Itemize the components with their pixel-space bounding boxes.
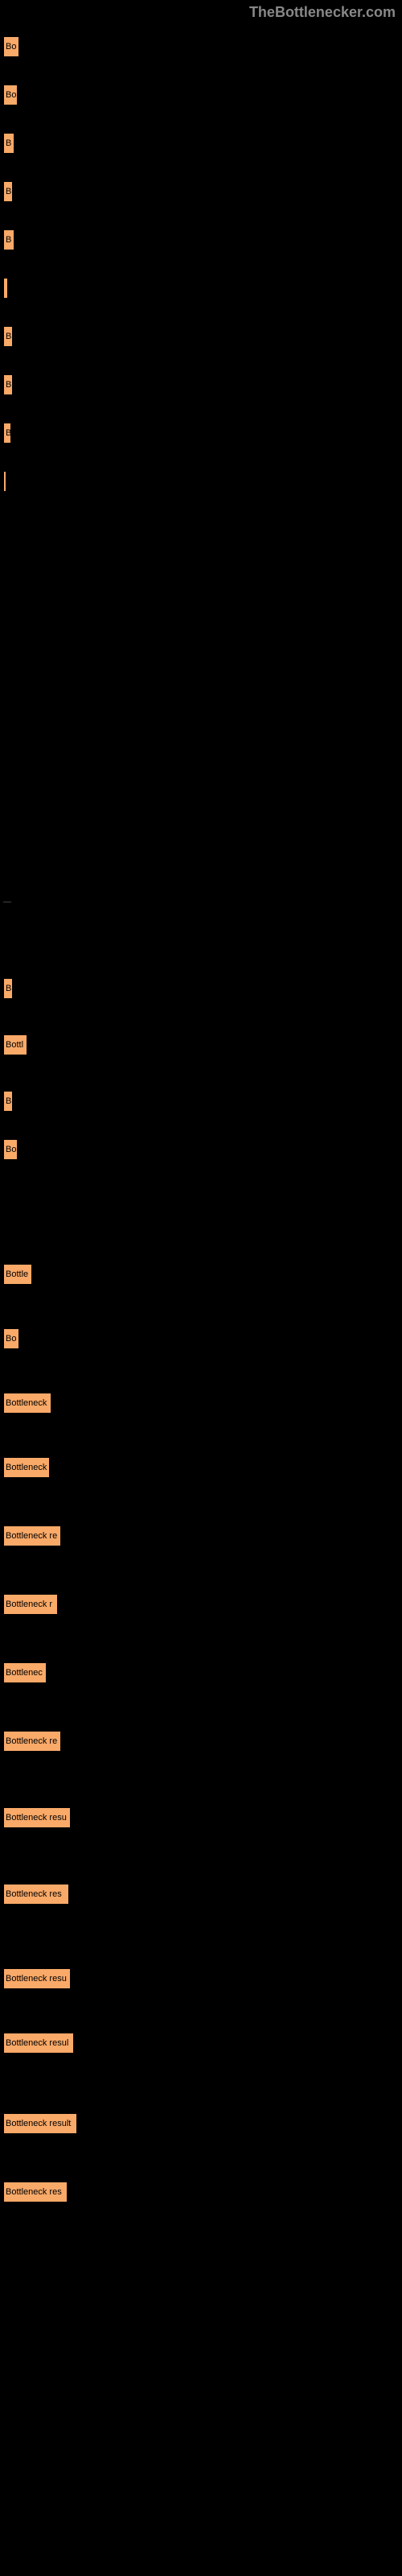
- bar: Bottlenec: [3, 1662, 47, 1683]
- bar: B: [3, 229, 14, 250]
- bar: B: [3, 133, 14, 154]
- bar-row: Bo: [3, 1139, 18, 1160]
- bar-row: Bottleneck: [3, 1457, 50, 1478]
- bar-row: B: [3, 229, 14, 250]
- bar: Bottl: [3, 1034, 27, 1055]
- bar-row: B: [3, 133, 14, 154]
- bar: Bo: [3, 1328, 19, 1349]
- watermark-text: TheBottlenecker.com: [249, 4, 396, 21]
- bar-row: Bottle: [3, 1264, 32, 1285]
- bar: Bottleneck resul: [3, 2033, 74, 2054]
- bar-row: B: [3, 978, 13, 999]
- bar-row: Bo: [3, 1328, 19, 1349]
- bar: Bottleneck resu: [3, 1968, 71, 1989]
- bar: [3, 278, 8, 299]
- bar-row: Bottleneck result: [3, 2113, 77, 2134]
- bar: Bo: [3, 36, 19, 57]
- bar-row: B: [3, 326, 13, 347]
- bar: B: [3, 374, 13, 395]
- bar-row: Bottleneck re: [3, 1731, 61, 1752]
- bar-row: B: [3, 1091, 13, 1112]
- bar-row: Bottleneck resu: [3, 1968, 71, 1989]
- bar-row: B: [3, 181, 13, 202]
- bar: Bottleneck re: [3, 1525, 61, 1546]
- bar: Bottleneck res: [3, 1884, 69, 1905]
- bar-row: Bottlenec: [3, 1662, 47, 1683]
- bar: Bo: [3, 1139, 18, 1160]
- bar: [3, 471, 6, 492]
- bar: Bottleneck resu: [3, 1807, 71, 1828]
- bar-row: Bottleneck resu: [3, 1807, 71, 1828]
- bar: Bottleneck r: [3, 1594, 58, 1615]
- bar: Bottleneck: [3, 1393, 51, 1414]
- bar-row: Bottleneck r: [3, 1594, 58, 1615]
- bar: Bottle: [3, 1264, 32, 1285]
- bar-row: B: [3, 374, 13, 395]
- bar-row: Bo: [3, 85, 18, 105]
- bar: B: [3, 423, 11, 444]
- bar: Bottleneck: [3, 1457, 50, 1478]
- bar-row: Bottleneck res: [3, 2182, 68, 2202]
- bar-row: Bottl: [3, 1034, 27, 1055]
- bar-row: B: [3, 423, 11, 444]
- bar: Bo: [3, 85, 18, 105]
- bar: B: [3, 326, 13, 347]
- bar-row: [3, 471, 6, 492]
- bar: B: [3, 181, 13, 202]
- bar: Bottleneck res: [3, 2182, 68, 2202]
- bar-row: Bottleneck re: [3, 1525, 61, 1546]
- bar: Bottleneck re: [3, 1731, 61, 1752]
- bar-row: Bo: [3, 36, 19, 57]
- bar-row: Bottleneck: [3, 1393, 51, 1414]
- bar: B: [3, 1091, 13, 1112]
- bar-row: [3, 278, 8, 299]
- bar-row: Bottleneck resul: [3, 2033, 74, 2054]
- bar: Bottleneck result: [3, 2113, 77, 2134]
- bar-row: Bottleneck res: [3, 1884, 69, 1905]
- bar: B: [3, 978, 13, 999]
